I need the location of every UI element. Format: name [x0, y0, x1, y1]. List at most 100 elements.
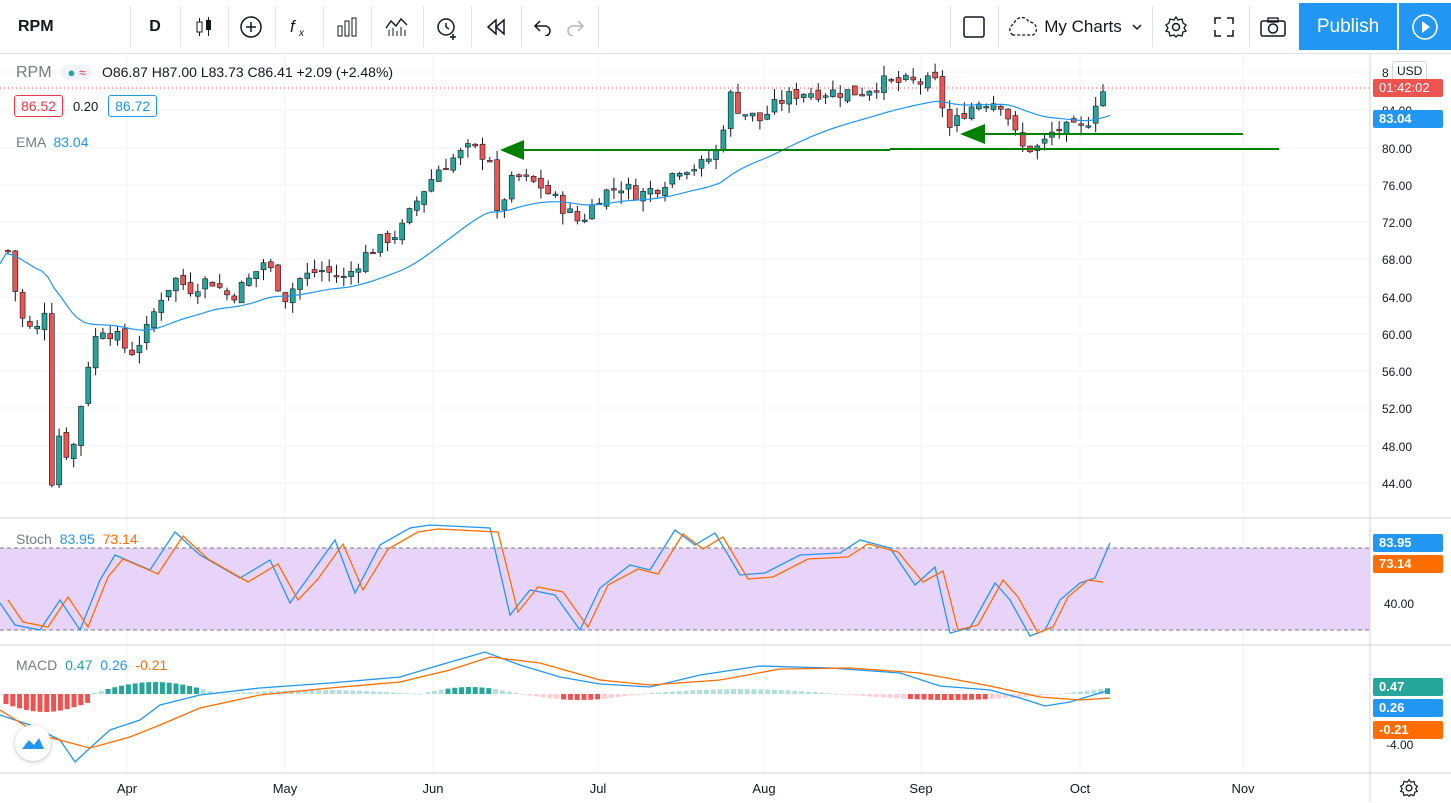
- candle-body: [216, 283, 223, 288]
- camera-snapshot-icon[interactable]: [1250, 0, 1296, 53]
- candle-body: [910, 76, 917, 81]
- interval-button[interactable]: D: [131, 0, 179, 53]
- macd-hist-bar: [683, 690, 689, 694]
- fullscreen-icon[interactable]: [1201, 0, 1247, 53]
- macd-legend[interactable]: MACD 0.47 0.26 -0.21: [16, 657, 167, 673]
- financials-bars-icon[interactable]: [325, 0, 369, 53]
- macd-hist-bar: [384, 692, 390, 694]
- macd-hist-bar: [23, 694, 29, 710]
- currency-label[interactable]: USD: [1392, 61, 1428, 81]
- candle-body: [479, 143, 486, 160]
- candle-body: [275, 264, 281, 292]
- bid-price[interactable]: 86.52: [14, 95, 64, 117]
- macd-hist-bar: [377, 691, 383, 694]
- candle-body: [63, 432, 70, 458]
- settings-gear-icon[interactable]: [1153, 0, 1199, 53]
- macd-hist-bar: [731, 689, 737, 694]
- price-axis[interactable]: 884.0080.0076.0072.0068.0064.0060.0056.0…: [1382, 66, 1414, 752]
- candle-body: [523, 174, 530, 177]
- macd-hist-bar: [44, 694, 50, 712]
- candle-body: [611, 188, 617, 191]
- candle-body: [260, 262, 267, 271]
- my-charts-button[interactable]: My Charts: [1000, 0, 1150, 53]
- legend-status-pill[interactable]: ● ≈: [61, 65, 93, 80]
- symbol-label: RPM: [18, 17, 54, 35]
- candle-body: [501, 199, 508, 211]
- stoch-d-line: [7, 528, 1104, 634]
- macd-hist-bar: [656, 692, 662, 694]
- chevron-down-icon: [1132, 23, 1142, 30]
- interval-label: D: [149, 17, 161, 35]
- legend-ohlc: O86.87 H87.00 L83.73 C86.41 +2.09 (+2.48…: [101, 64, 394, 80]
- candle-body: [362, 252, 369, 272]
- axis-settings-gear-icon[interactable]: [1399, 778, 1419, 798]
- candle-body: [545, 185, 552, 195]
- macd-hist-bar: [520, 694, 526, 695]
- tradingview-logo-icon[interactable]: [15, 725, 51, 761]
- candle-body: [735, 91, 741, 114]
- candle-body: [669, 173, 676, 185]
- layout-select-icon[interactable]: [952, 0, 996, 53]
- time-axis[interactable]: Apr May Jun Jul Aug Sep Oct Nov: [117, 781, 1255, 796]
- candle-body: [19, 291, 26, 319]
- bar-replay-icon[interactable]: [473, 0, 519, 53]
- templates-icon[interactable]: [373, 0, 421, 53]
- macd-hist-bar: [901, 694, 907, 699]
- macd-hist-bar: [445, 688, 451, 694]
- macd-hist-bar: [758, 689, 764, 694]
- macd-hist-bar: [649, 693, 655, 694]
- macd-hist-bar: [411, 693, 417, 695]
- candle-body: [530, 175, 537, 182]
- legend-symbol[interactable]: RPM: [16, 64, 52, 81]
- candle-body: [282, 292, 289, 303]
- ema-legend[interactable]: EMA 83.04: [16, 134, 89, 150]
- candle-body: [195, 291, 201, 297]
- macd-hist-axis-tag: 0.47: [1373, 678, 1443, 696]
- macd-hist-bar: [812, 692, 818, 694]
- candle-body: [1100, 91, 1106, 107]
- candle-body: [640, 191, 646, 202]
- macd-hist-bar: [64, 694, 70, 710]
- redo-icon[interactable]: [558, 0, 594, 53]
- macd-hist-bar: [146, 682, 152, 694]
- macd-hist-bar: [200, 689, 206, 694]
- alert-add-icon[interactable]: [425, 0, 469, 53]
- macd-hist-bar: [982, 694, 988, 700]
- stoch-legend[interactable]: Stoch 83.95 73.14: [16, 531, 138, 547]
- macd-hist-bar: [3, 694, 9, 705]
- chart-canvas[interactable]: 884.0080.0076.0072.0068.0064.0060.0056.0…: [0, 53, 1451, 801]
- candle-body: [34, 325, 41, 330]
- macd-hist-bar: [561, 694, 567, 700]
- play-icon[interactable]: [1399, 3, 1451, 50]
- compare-add-icon[interactable]: [229, 0, 273, 53]
- macd-hist-bar: [275, 690, 281, 694]
- candle-body: [224, 290, 230, 296]
- candle-style-icon[interactable]: [182, 0, 226, 53]
- macd-hist-bar: [533, 694, 539, 697]
- macd-hist-bar: [676, 691, 682, 694]
- macd-hist-bar: [969, 694, 975, 700]
- ask-price[interactable]: 86.72: [108, 95, 158, 117]
- macd-hist-bar: [989, 694, 995, 699]
- candle-body: [830, 89, 836, 97]
- symbol-search-button[interactable]: RPM: [8, 0, 138, 53]
- candle-body: [764, 113, 771, 120]
- stoch-k-line: [0, 524, 1111, 637]
- undo-icon[interactable]: [523, 0, 561, 53]
- macd-hist-bar: [744, 689, 750, 694]
- ema-axis-tag: 83.04: [1373, 110, 1443, 128]
- macd-hist-bar: [323, 690, 329, 694]
- candle-body: [552, 193, 559, 196]
- candle-body: [946, 109, 953, 128]
- candle-body: [41, 312, 48, 330]
- publish-button[interactable]: Publish: [1299, 3, 1397, 50]
- macd-hist-bar: [622, 694, 628, 697]
- chart-grid: [0, 53, 1370, 773]
- candle-body: [851, 85, 858, 96]
- stoch-tick-label: 40.00: [1384, 597, 1414, 611]
- candle-body: [202, 278, 208, 290]
- candle-body: [1085, 125, 1092, 128]
- time-tick-label: May: [273, 781, 298, 796]
